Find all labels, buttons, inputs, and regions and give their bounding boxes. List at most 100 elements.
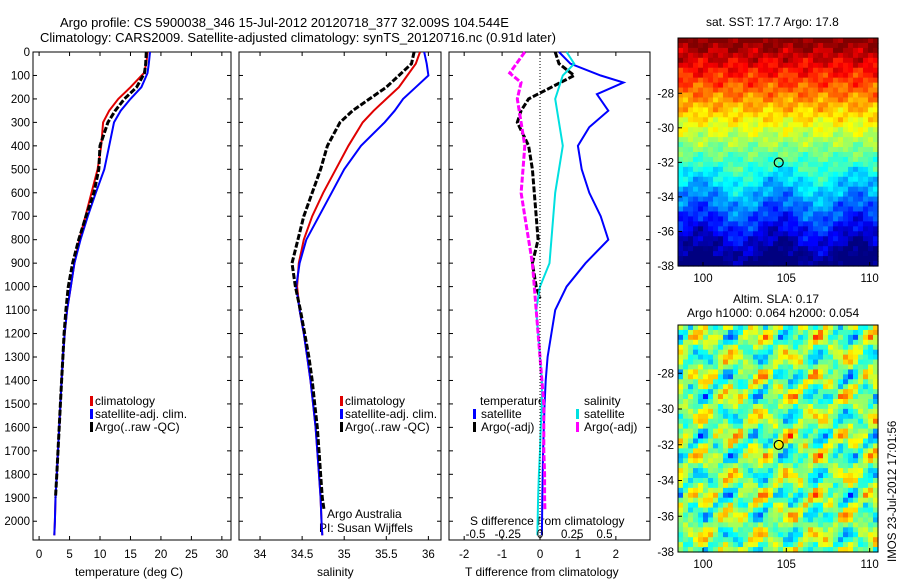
sst-cell <box>693 107 699 113</box>
sla-cell <box>823 497 829 504</box>
sla-cell <box>683 384 689 390</box>
sst-cell <box>718 142 724 148</box>
sst-cell <box>678 142 684 148</box>
sla-cell <box>778 492 784 499</box>
sst-cell <box>843 216 849 222</box>
sst-cell <box>693 122 699 128</box>
sla-cell <box>843 492 849 499</box>
sst-cell <box>753 132 759 138</box>
sst-cell <box>868 186 874 193</box>
sst-cell <box>788 181 794 188</box>
sla-cell <box>698 369 704 375</box>
sst-cell <box>773 186 779 193</box>
sla-cell <box>713 334 719 341</box>
sst-cell <box>788 107 794 113</box>
sst-cell <box>678 251 684 257</box>
sla-cell <box>743 369 749 375</box>
sla-cell <box>678 527 684 533</box>
sla-cell <box>758 364 764 371</box>
sst-cell <box>743 112 749 118</box>
sst-cell <box>778 241 784 247</box>
sst-cell <box>808 137 814 143</box>
sst-cell <box>713 117 719 123</box>
sla-cell <box>703 527 709 533</box>
difference-xlabel: T difference from climatology <box>465 565 619 579</box>
sla-cell <box>823 448 829 454</box>
sst-cell <box>763 122 769 128</box>
sla-cell <box>723 458 729 464</box>
sla-cell <box>833 369 839 375</box>
sla-cell <box>773 379 779 385</box>
sst-cell <box>743 216 749 222</box>
sla-cell <box>788 423 794 430</box>
sla-cell <box>703 477 709 484</box>
sla-cell <box>753 423 759 430</box>
sst-cell <box>838 82 844 89</box>
temp-legend-1: climatology <box>95 394 156 408</box>
sst-cell <box>833 241 839 247</box>
sla-cell <box>828 492 834 499</box>
sla-cell <box>693 458 699 464</box>
sla-cell <box>788 394 794 400</box>
sst-cell <box>828 186 834 193</box>
sst-cell <box>783 152 789 158</box>
sst-cell <box>688 186 694 193</box>
sla-cell <box>713 403 719 410</box>
sla-cell <box>778 374 784 380</box>
sla-cell <box>743 334 749 341</box>
sst-cell <box>868 261 874 267</box>
sla-cell <box>853 492 859 499</box>
sla-cell <box>788 443 794 449</box>
sla-cell <box>733 408 739 415</box>
sst-cell <box>738 191 744 198</box>
sla-cell <box>698 423 704 430</box>
sla-cell <box>723 542 729 548</box>
sst-cell <box>803 261 809 267</box>
sla-cell <box>788 497 794 504</box>
sst-cell <box>853 97 859 104</box>
sla-cell <box>688 394 694 400</box>
sla-cell <box>863 399 869 405</box>
sla-cell <box>678 413 684 420</box>
sla-cell <box>808 389 814 395</box>
sla-cell <box>858 389 864 395</box>
sst-cell <box>778 122 784 128</box>
sla-cell <box>808 477 814 484</box>
sst-cell <box>693 221 699 227</box>
sst-cell <box>823 261 829 267</box>
sst-cell <box>758 181 764 188</box>
sla-cell <box>783 502 789 509</box>
sst-cell <box>858 206 864 213</box>
sla-cell <box>753 408 759 415</box>
sla-cell <box>708 408 714 415</box>
sla-cell <box>798 458 804 464</box>
sla-cell <box>773 428 779 435</box>
sst-cell <box>763 42 769 49</box>
sla-cell <box>853 325 859 331</box>
sla-cell <box>868 517 874 523</box>
sla-cell <box>778 507 784 514</box>
sst-cell <box>758 156 764 163</box>
sst-cell <box>793 137 799 143</box>
sla-cell <box>698 403 704 410</box>
sla-cell <box>708 418 714 425</box>
sla-cell <box>723 399 729 405</box>
sla-cell <box>788 542 794 548</box>
sst-cell <box>813 92 819 99</box>
sst-cell <box>693 211 699 218</box>
sst-cell <box>718 117 724 123</box>
sla-cell <box>808 458 814 464</box>
sst-cell <box>738 166 744 173</box>
sla-cell <box>768 354 774 361</box>
sst-cell <box>723 256 729 262</box>
sla-cell <box>708 458 714 464</box>
sst-cell <box>793 241 799 247</box>
sst-cell <box>728 142 734 148</box>
sst-cell <box>698 122 704 128</box>
sla-cell <box>798 468 804 474</box>
sst-cell <box>693 72 699 79</box>
sst-cell <box>708 191 714 198</box>
sla-cell <box>808 438 814 445</box>
sla-cell <box>738 325 744 331</box>
sla-cell <box>748 482 754 489</box>
